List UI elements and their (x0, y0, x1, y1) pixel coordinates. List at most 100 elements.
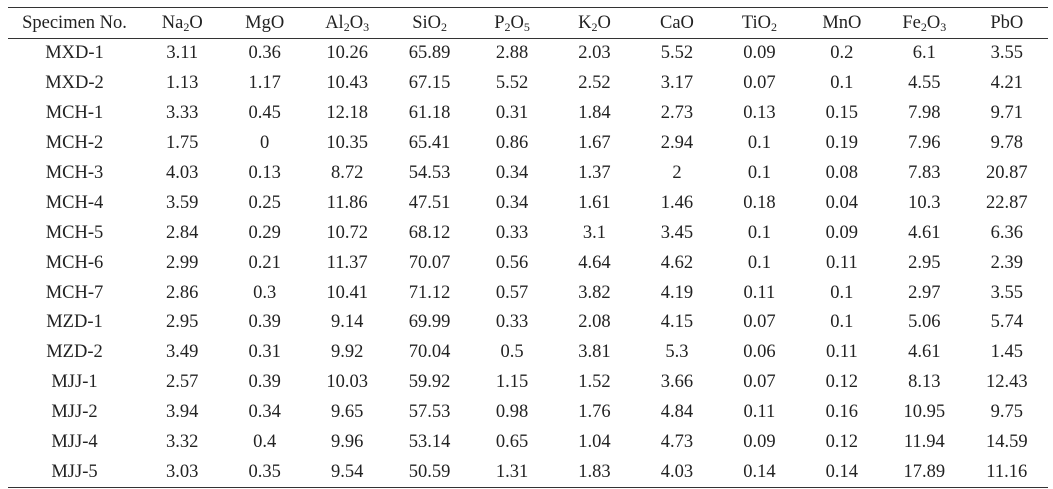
value-cell: 2.86 (166, 282, 199, 303)
value-cell: 11.86 (326, 192, 368, 213)
table-row: MJJ-1 2.57 0.39 10.03 59.92 1.15 1.52 3.66 0.07 0… (8, 368, 1048, 398)
value-cell: 1.37 (578, 163, 611, 183)
value-cell: 0.36 (248, 43, 281, 64)
specimen-id-cell: MXD-2 (45, 73, 104, 94)
specimen-id-cell: MCH-7 (45, 282, 104, 303)
table-body: MXD-1 3.11 0.36 10.26 65.89 2.88 2.03 5.52 0.09 0… (8, 39, 1048, 488)
value-cell: 2.73 (660, 103, 694, 124)
value-cell: 2.39 (990, 252, 1023, 273)
table-row: MCH-3 4.03 0.13 8.72 54.53 0.34 1.37 2 0.1 0.08 7.… (8, 159, 1048, 189)
specimen-id-cell: MJJ-2 (51, 402, 98, 423)
value-cell: 4.03 (166, 163, 199, 183)
column-header-oxide: CaO (659, 12, 694, 33)
table-row: MCH-6 2.99 0.21 11.37 70.07 0.56 4.64 4.62 0.1 0.… (8, 248, 1048, 278)
value-cell: 1.75 (166, 133, 199, 154)
value-cell: 0.34 (248, 402, 281, 423)
value-cell: 5.74 (990, 312, 1023, 333)
value-cell: 1.13 (166, 73, 199, 94)
specimen-id-cell: MCH-6 (45, 252, 104, 273)
value-cell: 0.15 (825, 103, 859, 124)
value-cell: 9.14 (330, 312, 364, 333)
value-cell: 1.04 (578, 432, 611, 453)
table-row: MCH-7 2.86 0.3 10.41 71.12 0.57 3.82 4.19 0.11 0.… (8, 278, 1048, 308)
value-cell: 0.14 (825, 461, 859, 482)
value-cell: 57.53 (408, 402, 451, 423)
value-cell: 4.61 (908, 342, 941, 363)
column-header-oxide: P2O5 (494, 12, 530, 34)
value-cell: 0.04 (825, 192, 859, 213)
value-cell: 2.84 (166, 222, 199, 243)
value-cell: 4.03 (660, 461, 694, 482)
value-cell: 10.03 (326, 372, 368, 393)
specimen-id-cell: MCH-1 (45, 103, 104, 124)
value-cell: 0.08 (825, 163, 859, 183)
value-cell: 61.18 (408, 103, 451, 124)
value-cell: 0.18 (743, 192, 776, 213)
value-cell: 12.43 (985, 372, 1028, 393)
value-cell: 3.17 (660, 73, 694, 94)
value-cell: 10.26 (326, 43, 368, 64)
value-cell: 0.11 (743, 402, 776, 423)
value-cell: 3.81 (578, 342, 611, 363)
value-cell: 5.52 (495, 73, 529, 94)
value-cell: 2.97 (908, 282, 941, 303)
value-cell: 53.14 (408, 432, 451, 453)
value-cell: 1.52 (578, 372, 611, 393)
value-cell: 3.33 (166, 103, 199, 124)
value-cell: 0.16 (825, 402, 859, 423)
value-cell: 0.09 (743, 432, 776, 453)
specimen-id-cell: MZD-1 (46, 312, 103, 333)
value-cell: 0 (260, 133, 270, 154)
table-row: MJJ-4 3.32 0.4 9.96 53.14 0.65 1.04 4.73 0.09 0.1… (8, 428, 1048, 458)
value-cell: 0.25 (248, 192, 281, 213)
value-cell: 9.71 (990, 103, 1023, 124)
value-cell: 1.76 (578, 402, 611, 423)
table-row: MZD-2 3.49 0.31 9.92 70.04 0.5 3.81 5.3 0.06 0.11… (8, 338, 1048, 368)
value-cell: 10.3 (908, 192, 941, 213)
value-cell: 10.35 (326, 133, 368, 154)
cropped-caption-fragment (0, 0, 1053, 4)
value-cell: 0.57 (495, 282, 529, 303)
table-row: MZD-1 2.95 0.39 9.14 69.99 0.33 2.08 4.15 0.07 0.… (8, 308, 1048, 338)
value-cell: 70.04 (408, 342, 451, 363)
value-cell: 4.64 (578, 252, 611, 273)
value-cell: 1.31 (495, 461, 529, 482)
table-row: MCH-1 3.33 0.45 12.18 61.18 0.31 1.84 2.73 0.13 0… (8, 99, 1048, 129)
value-cell: 0.39 (248, 312, 281, 333)
value-cell: 11.94 (903, 432, 945, 453)
value-cell: 2.95 (166, 312, 199, 333)
value-cell: 8.72 (330, 163, 364, 183)
value-cell: 1.17 (248, 73, 281, 94)
value-cell: 9.78 (990, 133, 1023, 154)
value-cell: 0.98 (495, 402, 529, 423)
value-cell: 0.1 (830, 73, 854, 94)
value-cell: 69.99 (408, 312, 451, 333)
value-cell: 7.98 (908, 103, 941, 124)
value-cell: 54.53 (408, 163, 451, 183)
value-cell: 4.21 (990, 73, 1023, 94)
value-cell: 4.73 (660, 432, 694, 453)
table-row: MCH-5 2.84 0.29 10.72 68.12 0.33 3.1 3.45 0.1 0.0… (8, 218, 1048, 248)
value-cell: 0.5 (500, 342, 524, 363)
value-cell: 0.31 (495, 103, 529, 124)
value-cell: 68.12 (408, 222, 451, 243)
value-cell: 4.84 (660, 402, 694, 423)
value-cell: 1.67 (578, 133, 611, 154)
specimen-id-cell: MCH-4 (45, 192, 104, 213)
column-header-oxide: MnO (822, 12, 862, 33)
column-header-oxide: Fe2O3 (902, 12, 947, 34)
value-cell: 2.99 (166, 252, 199, 273)
value-cell: 3.49 (166, 342, 199, 363)
table-row: MJJ-2 3.94 0.34 9.65 57.53 0.98 1.76 4.84 0.11 0.… (8, 398, 1048, 428)
value-cell: 0.45 (248, 103, 281, 124)
value-cell: 10.41 (326, 282, 368, 303)
value-cell: 0.33 (495, 312, 529, 333)
value-cell: 2.88 (495, 43, 529, 64)
value-cell: 59.92 (408, 372, 451, 393)
value-cell: 0.1 (747, 133, 771, 154)
value-cell: 7.96 (908, 133, 941, 154)
value-cell: 4.62 (660, 252, 694, 273)
value-cell: 0.11 (826, 342, 858, 363)
value-cell: 4.19 (660, 282, 694, 303)
value-cell: 3.1 (582, 222, 607, 243)
